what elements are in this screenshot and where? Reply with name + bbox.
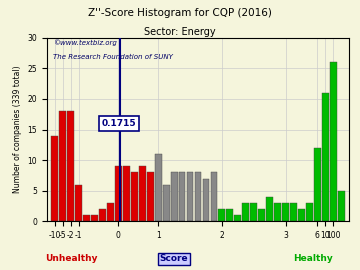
Bar	[67, 111, 74, 221]
Bar	[266, 197, 273, 221]
Bar	[314, 148, 321, 221]
Bar	[123, 166, 130, 221]
Bar	[298, 209, 305, 221]
Text: Z''-Score Histogram for CQP (2016): Z''-Score Histogram for CQP (2016)	[88, 8, 272, 18]
Bar	[234, 215, 241, 221]
Bar	[322, 93, 329, 221]
Text: Healthy: Healthy	[293, 254, 333, 264]
Bar	[179, 173, 185, 221]
Text: Sector: Energy: Sector: Energy	[144, 27, 216, 37]
Bar	[115, 166, 122, 221]
Bar	[219, 209, 225, 221]
Text: 0.1715: 0.1715	[102, 119, 136, 128]
Bar	[195, 173, 201, 221]
Bar	[163, 185, 170, 221]
Bar	[211, 173, 217, 221]
Bar	[186, 173, 193, 221]
Bar	[107, 203, 114, 221]
Bar	[290, 203, 297, 221]
Bar	[139, 166, 146, 221]
Bar	[171, 173, 177, 221]
Bar	[242, 203, 249, 221]
Bar	[91, 215, 98, 221]
Bar	[258, 209, 265, 221]
Bar	[338, 191, 345, 221]
Text: Score: Score	[159, 254, 188, 264]
Bar	[83, 215, 90, 221]
Bar	[274, 203, 281, 221]
Bar	[75, 185, 82, 221]
Bar	[59, 111, 66, 221]
Bar	[99, 209, 106, 221]
Bar	[155, 154, 162, 221]
Text: Unhealthy: Unhealthy	[45, 254, 97, 264]
Bar	[282, 203, 289, 221]
Y-axis label: Number of companies (339 total): Number of companies (339 total)	[13, 66, 22, 193]
Bar	[131, 173, 138, 221]
Bar	[203, 178, 209, 221]
Bar	[306, 203, 313, 221]
Text: ©www.textbiz.org: ©www.textbiz.org	[53, 40, 117, 46]
Bar	[330, 62, 337, 221]
Bar	[51, 136, 58, 221]
Bar	[226, 209, 233, 221]
Bar	[250, 203, 257, 221]
Text: The Research Foundation of SUNY: The Research Foundation of SUNY	[53, 54, 173, 60]
Bar	[147, 173, 154, 221]
